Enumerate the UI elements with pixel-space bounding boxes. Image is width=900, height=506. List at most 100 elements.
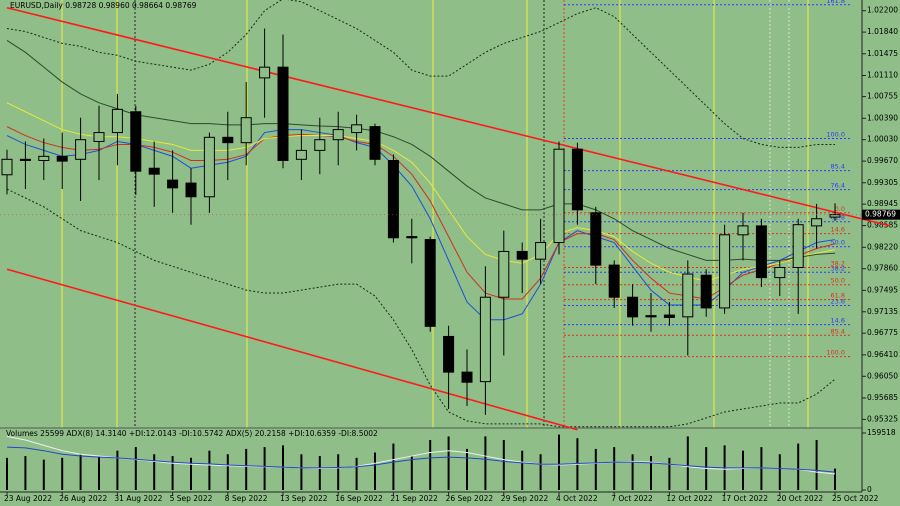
x-tick-label: 4 Oct 2022: [556, 494, 598, 503]
y-tick-label: 0.98945: [867, 199, 898, 208]
x-tick-label: 13 Sep 2022: [280, 494, 328, 503]
candle-body: [185, 182, 197, 198]
candle-body: [682, 273, 694, 318]
header: EURUSD,Daily 0.98728 0.98960 0.98664 0.9…: [10, 1, 197, 10]
y-tick-label: 1.02200: [867, 6, 898, 15]
candle-body: [259, 66, 271, 79]
indicator-line: [6, 129, 836, 321]
candle-body: [148, 167, 160, 175]
candle-body: [295, 149, 307, 160]
y-tick-label: 0.96050: [867, 371, 898, 380]
y-tick-label: 0.95685: [867, 393, 898, 402]
candle-body: [1, 158, 13, 176]
candle-body: [277, 66, 289, 161]
y-tick-label: 1.01475: [867, 49, 898, 58]
candle-body: [755, 225, 767, 279]
candle-body: [203, 136, 215, 198]
x-tick-label: 20 Oct 2022: [777, 494, 824, 503]
candle-body: [811, 218, 823, 227]
candle-body: [240, 117, 252, 144]
y-tick-label: 0.99305: [867, 178, 898, 187]
fib-label: 100.0: [826, 131, 845, 139]
adx-line: [6, 446, 836, 473]
candle-body: [406, 236, 418, 239]
candle-body: [608, 264, 620, 298]
fib-label: 0.0: [835, 205, 845, 213]
fib-label: 38.2: [831, 260, 845, 268]
indicator-title: Volumes 25599 ADX(8) 14.3140 +DI:12.0143…: [6, 429, 378, 438]
indicator-line: [6, 40, 836, 261]
adx-line: [6, 435, 836, 475]
candle-body: [130, 111, 142, 172]
candle-body: [829, 214, 841, 218]
candle-body: [737, 225, 749, 236]
candle-body: [387, 160, 399, 239]
candle-body: [645, 315, 657, 318]
candle-body: [424, 239, 436, 327]
y-tick-label: 159518: [867, 428, 896, 437]
candle-body: [571, 148, 583, 211]
fib-label: 50.0: [831, 277, 845, 285]
y-tick-label: 0.99670: [867, 156, 898, 165]
y-tick-label: 0.97495: [867, 285, 898, 294]
candle-body: [314, 139, 326, 151]
x-tick-label: 17 Oct 2022: [722, 494, 769, 503]
fib-label: 85.4: [831, 163, 845, 171]
price-label: 0.98769: [865, 210, 896, 219]
fib-label: 85.4: [831, 327, 845, 335]
y-tick-label: 0.97135: [867, 307, 898, 316]
candle-body: [461, 371, 473, 383]
y-tick-label: 0.96775: [867, 328, 898, 337]
y-tick-label: 1.00030: [867, 135, 898, 144]
trend-line: [6, 6, 891, 227]
y-tick-label: 0.98220: [867, 242, 898, 251]
y-tick-label: 0.98585: [867, 221, 898, 230]
candle-body: [111, 108, 123, 134]
candle-body: [38, 155, 50, 161]
x-tick-label: 5 Sep 2022: [170, 494, 213, 503]
candle-body: [498, 250, 510, 298]
indicator-line: [6, 126, 836, 300]
candle-body: [663, 314, 675, 318]
x-tick-label: 25 Oct 2022: [832, 494, 879, 503]
x-tick-label: 21 Sep 2022: [390, 494, 438, 503]
candle-body: [443, 335, 455, 373]
indicator-line: [6, 102, 836, 282]
x-tick-label: 31 Aug 2022: [114, 494, 162, 503]
fib-label: 161.8: [826, 0, 845, 5]
candle-body: [590, 212, 602, 266]
fib-label: 76.4: [831, 182, 845, 190]
trend-line: [6, 268, 578, 431]
x-tick-label: 23 Aug 2022: [4, 494, 52, 503]
fib-label: 23.6: [831, 298, 845, 306]
y-tick-label: 1.00755: [867, 92, 898, 101]
y-tick-label: 0.95325: [867, 414, 898, 423]
fib-label: 61.8: [831, 214, 845, 222]
x-tick-label: 29 Sep 2022: [501, 494, 549, 503]
candle-body: [369, 126, 381, 160]
candle-body: [93, 132, 105, 142]
x-tick-label: 26 Aug 2022: [59, 494, 107, 503]
candle-body: [627, 296, 639, 318]
candle-body: [516, 250, 528, 260]
y-tick-label: 0: [867, 485, 872, 494]
y-tick-label: 0.96410: [867, 350, 898, 359]
candle-body: [222, 136, 234, 144]
x-tick-label: 16 Sep 2022: [335, 494, 383, 503]
fib-label: 50.0: [831, 239, 845, 247]
candle-body: [332, 129, 344, 141]
candle-body: [553, 148, 565, 244]
candle-body: [792, 224, 804, 268]
y-tick-label: 1.00390: [867, 113, 898, 122]
candle-body: [167, 179, 179, 189]
candle-body: [535, 242, 547, 260]
candle-body: [719, 234, 731, 309]
x-tick-label: 7 Oct 2022: [611, 494, 653, 503]
y-tick-label: 1.01840: [867, 27, 898, 36]
candle-body: [479, 296, 491, 383]
candle-body: [351, 124, 363, 134]
fib-label: 38.2: [831, 264, 845, 272]
fib-label: 100.0: [826, 349, 845, 357]
fib-label: 61.8: [831, 292, 845, 300]
